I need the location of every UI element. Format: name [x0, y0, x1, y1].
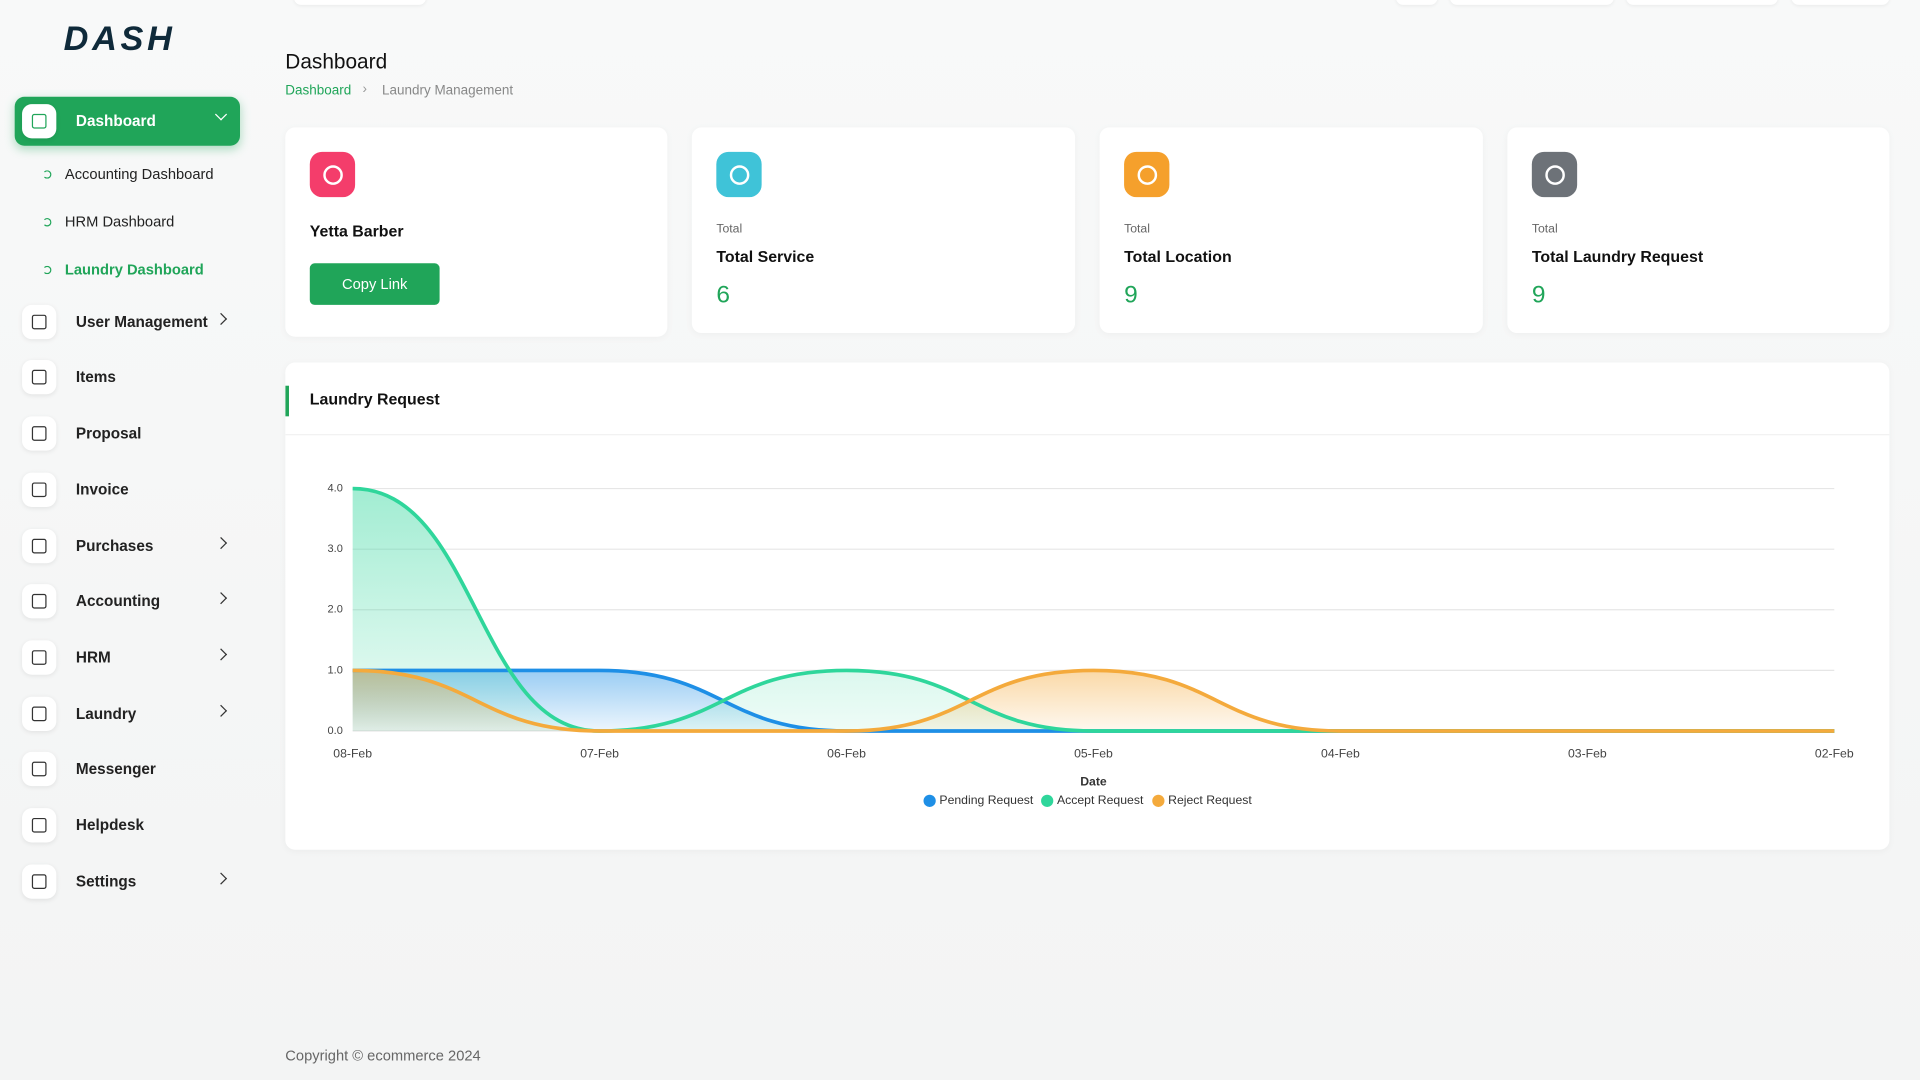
- legend-marker: [923, 794, 936, 807]
- x-tick-label: 02-Feb: [1815, 747, 1854, 761]
- stat-card: Total Total Laundry Request 9: [1507, 127, 1890, 334]
- y-tick-label: 3.0: [328, 543, 343, 555]
- y-tick-label: 0.0: [328, 725, 343, 737]
- menu-item[interactable]: Laundry: [15, 689, 240, 738]
- menu-label: Settings: [75, 873, 137, 891]
- profile-name: Yetta Barber: [309, 221, 404, 241]
- stat-value: 9: [1124, 281, 1138, 309]
- icon: [1531, 151, 1578, 198]
- menu-label: Dashboard: [75, 112, 156, 130]
- breadcrumb-current: Laundry Management: [382, 83, 514, 98]
- chart-card: Laundry Request Date 0.0 1.0 2.0 3.0 4.0 08-F…: [285, 362, 1890, 850]
- submenu-item[interactable]: Accounting Dashboard: [42, 165, 214, 183]
- menu-label: Invoice: [75, 481, 129, 499]
- area-fill: [352, 488, 1835, 732]
- menu-label: Laundry: [75, 705, 137, 723]
- stat-label: Total Laundry Request: [1531, 247, 1704, 266]
- menu-label: HRM: [75, 648, 111, 667]
- y-tick-label: 2.0: [328, 604, 343, 616]
- menu-item[interactable]: Messenger: [15, 744, 240, 793]
- menu-item[interactable]: Helpdesk: [15, 801, 240, 850]
- menu-item[interactable]: Items: [15, 353, 240, 402]
- x-axis-label: Date: [1080, 775, 1107, 789]
- menu-item[interactable]: HRM: [15, 633, 240, 682]
- x-tick-label: 04-Feb: [1321, 747, 1360, 761]
- stat-caption: Total: [1531, 222, 1558, 237]
- stat-value: 6: [716, 281, 730, 309]
- legend-marker: [1041, 794, 1054, 807]
- chart: Laundry Request Date 0.0 1.0 2.0 3.0 4.0 08-F…: [285, 385, 1890, 807]
- stat-value: 9: [1531, 281, 1546, 309]
- menu-label: Proposal: [75, 424, 142, 443]
- stat-caption: Total: [1124, 222, 1150, 237]
- menu-item[interactable]: Proposal: [15, 409, 240, 458]
- icon: [716, 151, 762, 198]
- top-control[interactable]: [1395, 0, 1438, 5]
- menu-label: Purchases: [75, 537, 154, 555]
- menu-item[interactable]: Accounting: [15, 577, 240, 626]
- icon: [1124, 151, 1170, 198]
- menu-label: Items: [75, 368, 116, 386]
- x-tick-label: 08-Feb: [333, 747, 372, 761]
- stat-label: Total Location: [1124, 247, 1232, 266]
- top-control[interactable]: [1626, 0, 1778, 5]
- stat-caption: Total: [716, 222, 743, 237]
- legend-label: Reject Request: [1168, 793, 1252, 807]
- menu-label: Accounting: [75, 592, 161, 610]
- submenu-item[interactable]: HRM Dashboard: [42, 213, 175, 231]
- legend-label: Accept Request: [1057, 793, 1144, 807]
- menu-item[interactable]: Dashboard: [14, 96, 241, 146]
- profile-card: Yetta Barber Copy Link: [285, 127, 668, 337]
- top-control[interactable]: [293, 0, 427, 5]
- x-tick-label: 03-Feb: [1568, 747, 1607, 761]
- breadcrumb-link[interactable]: Dashboard: [285, 83, 352, 98]
- line: [352, 668, 1835, 733]
- footer: Copyright © ecommerce 2024: [285, 1046, 481, 1065]
- x-tick-label: 06-Feb: [827, 747, 866, 761]
- stat-label: Total Service: [716, 247, 815, 266]
- button-label: Copy Link: [342, 275, 408, 293]
- accent-bar: [285, 385, 289, 417]
- menu-item[interactable]: User Management: [15, 298, 240, 347]
- menu-label: Helpdesk: [75, 816, 144, 834]
- page-title: Dashboard: [285, 50, 388, 74]
- y-tick-label: 4.0: [328, 482, 343, 494]
- menu-label: User Management: [75, 313, 208, 331]
- menu-item[interactable]: Settings: [15, 857, 240, 906]
- copy-link-button[interactable]: Copy Link: [309, 263, 440, 305]
- legend-label: Pending Request: [939, 793, 1033, 807]
- x-tick-label: 05-Feb: [1074, 747, 1113, 761]
- top-control[interactable]: [1791, 0, 1890, 5]
- stat-card: Total Total Location 9: [1099, 127, 1483, 334]
- menu-item[interactable]: Purchases: [15, 522, 240, 571]
- logo[interactable]: DASH: [63, 19, 176, 58]
- x-tick-label: 07-Feb: [580, 747, 619, 761]
- chart-title: Laundry Request: [310, 392, 441, 409]
- stat-card: Total Total Service 6: [691, 127, 1076, 334]
- menu-label: Messenger: [75, 760, 156, 778]
- breadcrumb-separator: ›: [362, 82, 367, 97]
- area-fill: [352, 670, 1835, 732]
- y-tick-label: 1.0: [328, 664, 343, 676]
- submenu-item[interactable]: Laundry Dashboard: [42, 260, 204, 278]
- menu-item[interactable]: Invoice: [15, 465, 240, 514]
- legend-marker: [1152, 794, 1165, 807]
- top-control[interactable]: [1449, 0, 1614, 5]
- icon: [309, 151, 356, 198]
